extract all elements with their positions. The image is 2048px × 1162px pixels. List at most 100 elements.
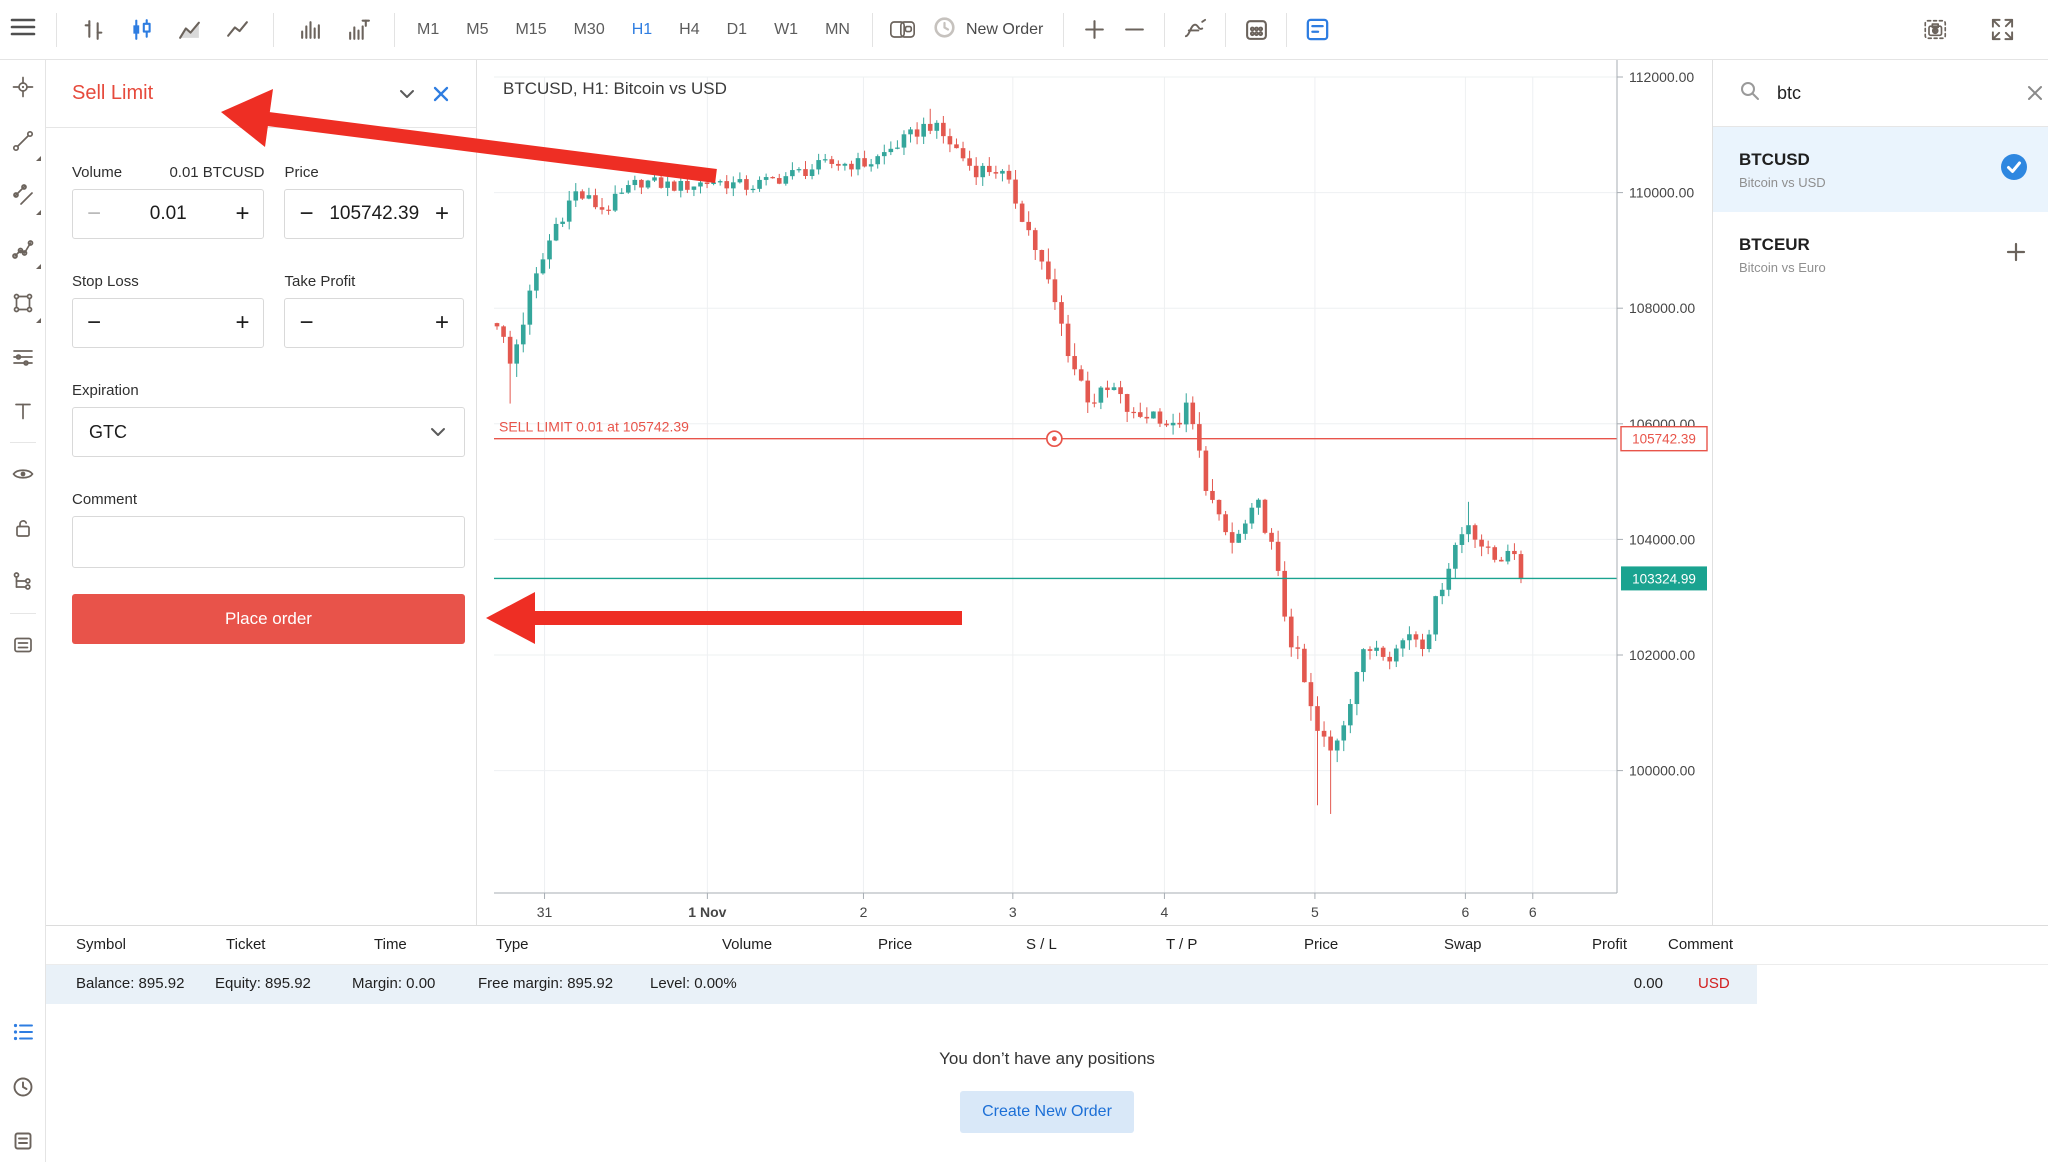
column-header-profit[interactable]: Profit [1592,936,1628,953]
account-summary-row: Balance: 895.92 Equity: 895.92 Margin: 0… [46,965,1757,1004]
channel-icon[interactable] [0,168,46,222]
comment-input[interactable] [72,516,465,568]
object-tree-icon[interactable] [0,555,46,609]
shape-icon[interactable] [0,276,46,330]
price-decrease-button[interactable]: − [299,200,314,227]
tick-volume-icon[interactable] [338,10,378,50]
equity-value: Equity: 895.92 [215,975,311,992]
column-header-ticket[interactable]: Ticket [226,936,266,953]
divider [1225,12,1227,47]
price-label: Price [284,164,319,181]
price-value[interactable]: 105742.39 [329,203,420,224]
svg-text:110000.00: 110000.00 [1629,185,1694,201]
history-icon[interactable] [11,1075,35,1099]
fib-levels-icon[interactable] [0,330,46,384]
bars-icon[interactable] [73,10,113,50]
polyline-icon[interactable] [0,222,46,276]
close-order-panel-button[interactable] [424,77,458,111]
comment-label: Comment [72,491,138,508]
indicators-button[interactable] [1175,10,1215,50]
fullscreen-button[interactable] [1982,10,2022,50]
volume-decrease-button[interactable]: − [87,200,102,227]
add-symbol-button[interactable] [2004,240,2028,269]
candles-icon[interactable] [121,10,161,50]
timeframe-m1[interactable]: M1 [417,20,440,38]
volume-mode-group [284,10,384,50]
column-header-sl[interactable]: S / L [1026,936,1057,953]
price-increase-button[interactable]: + [434,200,449,227]
column-header-comment[interactable]: Comment [1668,936,1734,953]
take-profit-increase-button[interactable]: + [434,309,449,336]
timeframe-m5[interactable]: M5 [466,20,489,38]
economic-calendar-button[interactable] [1236,10,1276,50]
chart-type-group [67,10,263,50]
divider [1286,12,1288,47]
svg-text:102000.00: 102000.00 [1629,647,1695,663]
timeframe-w1[interactable]: W1 [774,20,799,38]
svg-text:100000.00: 100000.00 [1629,763,1695,779]
svg-text:2: 2 [860,904,868,920]
clear-search-button[interactable] [2025,76,2045,110]
timeframe-m15[interactable]: M15 [515,20,547,38]
symbol-info: BTCEUR Bitcoin vs Euro [1739,235,2004,275]
margin-level-value: Level: 0.00% [650,975,737,992]
stop-loss-increase-button[interactable]: + [235,309,250,336]
column-header-symbol[interactable]: Symbol [76,936,127,953]
order-type-dropdown[interactable] [390,77,424,111]
column-header-price[interactable]: Price [878,936,913,953]
journal-icon[interactable] [11,1129,35,1153]
column-header-tp[interactable]: T / P [1166,936,1198,953]
zoom-in-button[interactable] [1074,10,1114,50]
symbol-row-btcusd[interactable]: BTCUSD Bitcoin vs USD [1713,127,2048,212]
divider [56,12,57,47]
timeframe-mn[interactable]: MN [825,20,850,38]
timeframe-d1[interactable]: D1 [726,20,748,38]
column-header-price[interactable]: Price [1304,936,1339,953]
area-icon[interactable] [169,10,209,50]
svg-text:112000.00: 112000.00 [1629,69,1694,85]
svg-text:5: 5 [1311,904,1319,920]
place-order-button[interactable]: Place order [72,594,465,644]
menu-button[interactable] [0,17,46,42]
volume-increase-button[interactable]: + [235,200,250,227]
volume-hint: 0.01 BTCUSD [169,164,265,181]
timeframe-h4[interactable]: H4 [679,20,700,38]
trade-list-icon[interactable] [11,1020,35,1044]
news-panel-button[interactable] [1297,10,1337,50]
chart-pane[interactable]: SELL LIMIT 0.01 at 105742.39 112000.00 110… [477,60,1712,925]
svg-text:1 Nov: 1 Nov [688,904,726,920]
eye-icon[interactable] [0,447,46,501]
symbol-search-input[interactable] [1775,81,2011,105]
stop-loss-decrease-button[interactable]: − [87,309,102,336]
screenshot-button[interactable] [1916,10,1956,50]
column-header-volume[interactable]: Volume [722,936,773,953]
timeframe-h1[interactable]: H1 [631,20,653,38]
column-header-swap[interactable]: Swap [1444,936,1482,953]
zoom-out-button[interactable] [1114,10,1154,50]
timeframe-m30[interactable]: M30 [573,20,605,38]
trendline-icon[interactable] [0,114,46,168]
column-header-time[interactable]: Time [374,936,407,953]
line-icon[interactable] [217,10,257,50]
expiration-select[interactable]: GTC [72,407,465,457]
new-order-button[interactable]: New Order [923,16,1053,44]
delete-objects-icon[interactable] [0,618,46,672]
crosshair-icon[interactable] [0,60,46,114]
unlock-icon[interactable] [0,501,46,555]
take-profit-decrease-button[interactable]: − [299,309,314,336]
candlestick-chart[interactable]: SELL LIMIT 0.01 at 105742.39 112000.00 110… [477,60,1712,925]
margin-value: Margin: 0.00 [352,975,436,992]
divider [871,12,873,47]
symbol-description: Bitcoin vs USD [1739,174,1826,190]
search-icon [1739,80,1761,107]
empty-positions-state: You don’t have any positions Create New … [46,1004,2048,1133]
symbol-row-btceur[interactable]: BTCEUR Bitcoin vs Euro [1713,212,2048,297]
expiration-label: Expiration [72,382,139,399]
text-icon[interactable] [0,384,46,438]
one-click-trading-toggle[interactable] [883,10,923,50]
volume-value[interactable]: 0.01 [149,203,187,224]
create-new-order-button[interactable]: Create New Order [960,1091,1134,1133]
volume-icon[interactable] [290,10,330,50]
column-header-type[interactable]: Type [496,936,529,953]
divider [1164,12,1166,47]
